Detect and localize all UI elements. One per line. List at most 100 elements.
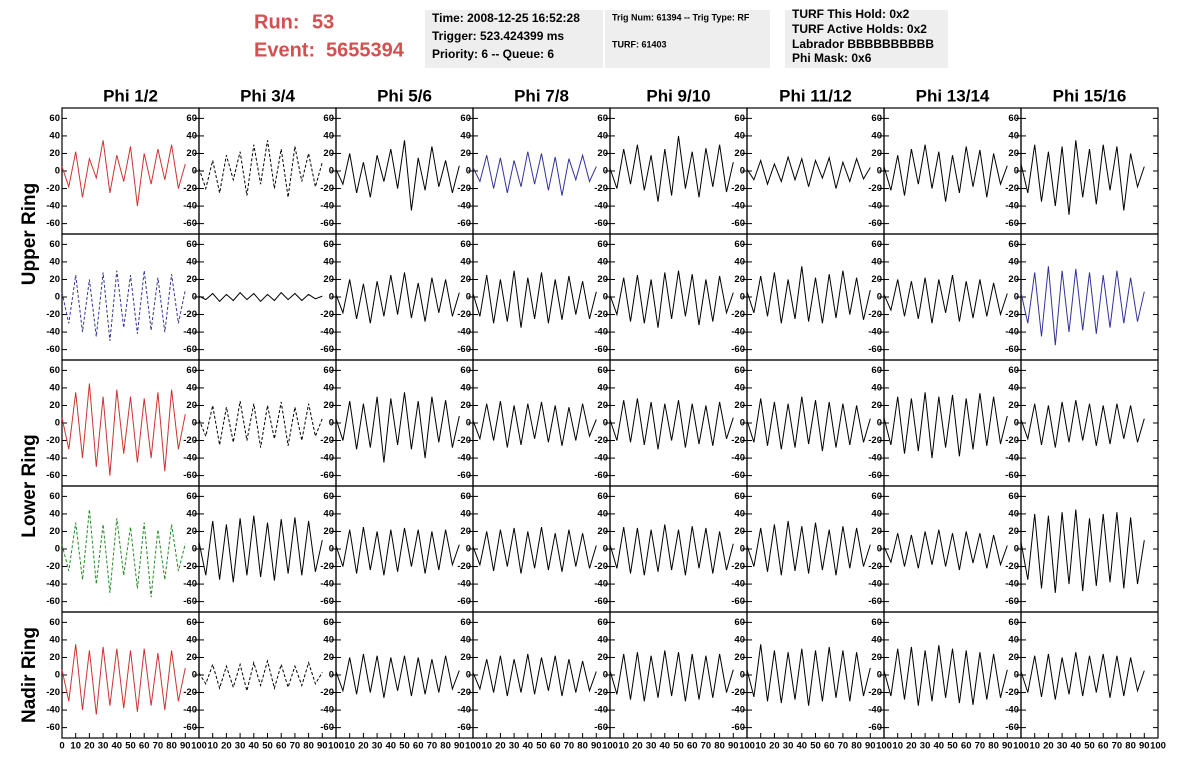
panel-frame [883, 359, 1022, 487]
y-tick-label: -60 [731, 470, 745, 481]
x-tick-label: 100 [876, 741, 892, 752]
y-tick-label: 0 [466, 292, 471, 303]
y-tick-label: -20 [457, 435, 471, 446]
x-tick-label: 40 [112, 741, 123, 752]
x-tick-label: 50 [536, 741, 547, 752]
y-tick-label: 40 [186, 256, 197, 267]
y-tick-label: -20 [1005, 183, 1019, 194]
y-tick-label: -60 [320, 470, 334, 481]
y-tick-label: 0 [603, 544, 608, 555]
y-tick-label: 40 [597, 382, 608, 393]
waveform [472, 151, 597, 196]
waveform [335, 272, 460, 324]
y-tick-label: -40 [594, 579, 608, 590]
waveform [335, 392, 460, 463]
y-tick-label: -60 [594, 218, 608, 229]
x-tick-label: 40 [934, 741, 945, 752]
y-tick-label: 20 [734, 274, 745, 285]
y-tick-label: -60 [1005, 470, 1019, 481]
y-tick-label: 40 [871, 130, 882, 141]
x-tick-label: 20 [632, 741, 643, 752]
y-tick-label: 0 [55, 292, 60, 303]
waveform [61, 270, 186, 341]
y-tick-label: 0 [740, 544, 745, 555]
y-tick-label: 60 [1008, 617, 1019, 628]
y-tick-label: -40 [1005, 453, 1019, 464]
y-tick-label: 20 [597, 148, 608, 159]
waveform [746, 644, 871, 706]
x-tick-label: 100 [465, 741, 481, 752]
y-tick-label: 0 [466, 166, 471, 177]
y-tick-label: 0 [329, 292, 334, 303]
waveform [883, 645, 1008, 706]
x-tick-label: 10 [1029, 741, 1040, 752]
waveform [198, 659, 323, 691]
y-tick-label: 60 [1008, 491, 1019, 502]
x-tick-label: 80 [851, 741, 862, 752]
y-tick-label: 40 [597, 508, 608, 519]
panel-frame [472, 485, 611, 613]
y-tick-label: -60 [183, 218, 197, 229]
waveform [198, 515, 323, 583]
y-tick-label: 60 [186, 239, 197, 250]
panel-frame [198, 107, 337, 235]
y-tick-label: 60 [186, 617, 197, 628]
y-tick-label: -60 [183, 596, 197, 607]
y-tick-label: 20 [460, 652, 471, 663]
y-tick-label: 40 [323, 130, 334, 141]
y-tick-label: 0 [192, 544, 197, 555]
y-tick-label: 40 [323, 382, 334, 393]
panel-frame [61, 359, 200, 487]
y-tick-label: 20 [871, 400, 882, 411]
y-tick-label: 40 [49, 130, 60, 141]
panel-frame [335, 233, 474, 361]
y-tick-label: 40 [49, 256, 60, 267]
x-tick-label: 20 [358, 741, 369, 752]
y-tick-label: 0 [603, 418, 608, 429]
info-text: TURF Active Holds: 0x2 [792, 22, 927, 36]
waveform [1020, 140, 1145, 215]
y-tick-label: 20 [460, 148, 471, 159]
x-tick-label: 80 [714, 741, 725, 752]
y-tick-label: -60 [731, 596, 745, 607]
y-tick-label: -20 [320, 309, 334, 320]
y-tick-label: -20 [1005, 687, 1019, 698]
y-tick-label: 40 [460, 508, 471, 519]
panel-frame [61, 485, 200, 613]
x-tick-label: 70 [701, 741, 712, 752]
x-tick-label: 70 [564, 741, 575, 752]
y-tick-label: 0 [1014, 292, 1019, 303]
y-tick-label: -60 [868, 470, 882, 481]
y-tick-label: -40 [594, 705, 608, 716]
y-tick-label: 60 [186, 491, 197, 502]
y-tick-label: 60 [597, 365, 608, 376]
y-tick-label: 60 [49, 365, 60, 376]
y-tick-label: -20 [868, 687, 882, 698]
column-header: Phi 1/2 [103, 86, 158, 105]
y-tick-label: 40 [871, 634, 882, 645]
panel-frame [472, 359, 611, 487]
y-tick-label: -40 [868, 327, 882, 338]
y-tick-label: -60 [1005, 596, 1019, 607]
x-tick-label: 100 [1013, 741, 1029, 752]
column-header: Phi 7/8 [514, 86, 569, 105]
panel-frame [746, 485, 885, 613]
panel-frame [1020, 107, 1159, 235]
x-tick-label: 30 [98, 741, 109, 752]
x-tick-label: 10 [755, 741, 766, 752]
y-tick-label: -40 [46, 327, 60, 338]
panel-frame [1020, 485, 1159, 613]
y-tick-label: -20 [457, 309, 471, 320]
x-tick-label: 50 [125, 741, 136, 752]
y-tick-label: -20 [46, 435, 60, 446]
panel-frame [746, 233, 885, 361]
info-text: Trig Num: 61394 -- Trig Type: RF [612, 12, 750, 22]
y-tick-label: 60 [734, 617, 745, 628]
y-tick-label: 60 [460, 617, 471, 628]
y-tick-label: 40 [49, 382, 60, 393]
x-tick-label: 90 [1002, 741, 1013, 752]
x-tick-label: 90 [591, 741, 602, 752]
panel-frame [198, 485, 337, 613]
x-tick-label: 90 [180, 741, 191, 752]
x-tick-label: 70 [838, 741, 849, 752]
